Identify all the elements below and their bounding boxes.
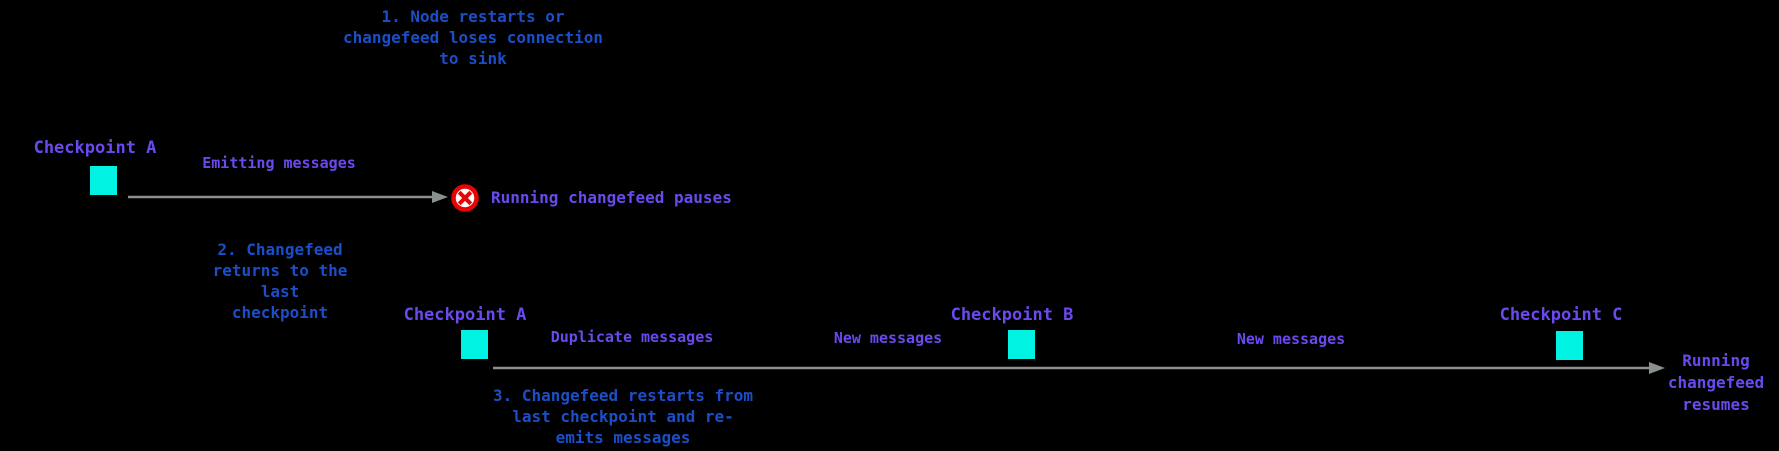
checkpoint-a-label-after: Checkpoint A bbox=[403, 305, 527, 325]
checkpoint-a-marker-before bbox=[90, 166, 117, 195]
checkpoint-c-marker bbox=[1556, 331, 1583, 360]
step-3-note: 3. Changefeed restarts from last checkpo… bbox=[492, 386, 754, 447]
circle-x-error-icon bbox=[451, 184, 479, 212]
checkpoint-a-marker-after bbox=[461, 330, 488, 359]
duplicate-messages-label: Duplicate messages bbox=[550, 328, 714, 346]
checkpoint-b-marker bbox=[1008, 330, 1035, 359]
step-2-note: 2. Changefeed returns to the last checkp… bbox=[212, 240, 348, 322]
checkpoint-a-label-before: Checkpoint A bbox=[33, 138, 157, 158]
checkpoint-c-label: Checkpoint C bbox=[1499, 305, 1623, 325]
new-messages-label-2: New messages bbox=[1236, 330, 1346, 348]
running-changefeed-resumes-label: Running changefeed resumes bbox=[1667, 351, 1765, 414]
step-1-note: 1. Node restarts or changefeed loses con… bbox=[342, 7, 604, 68]
running-changefeed-pauses-label: Running changefeed pauses bbox=[491, 188, 732, 207]
checkpoint-b-label: Checkpoint B bbox=[950, 305, 1074, 325]
emitting-messages-label: Emitting messages bbox=[202, 154, 356, 172]
new-messages-label-1: New messages bbox=[833, 329, 943, 347]
